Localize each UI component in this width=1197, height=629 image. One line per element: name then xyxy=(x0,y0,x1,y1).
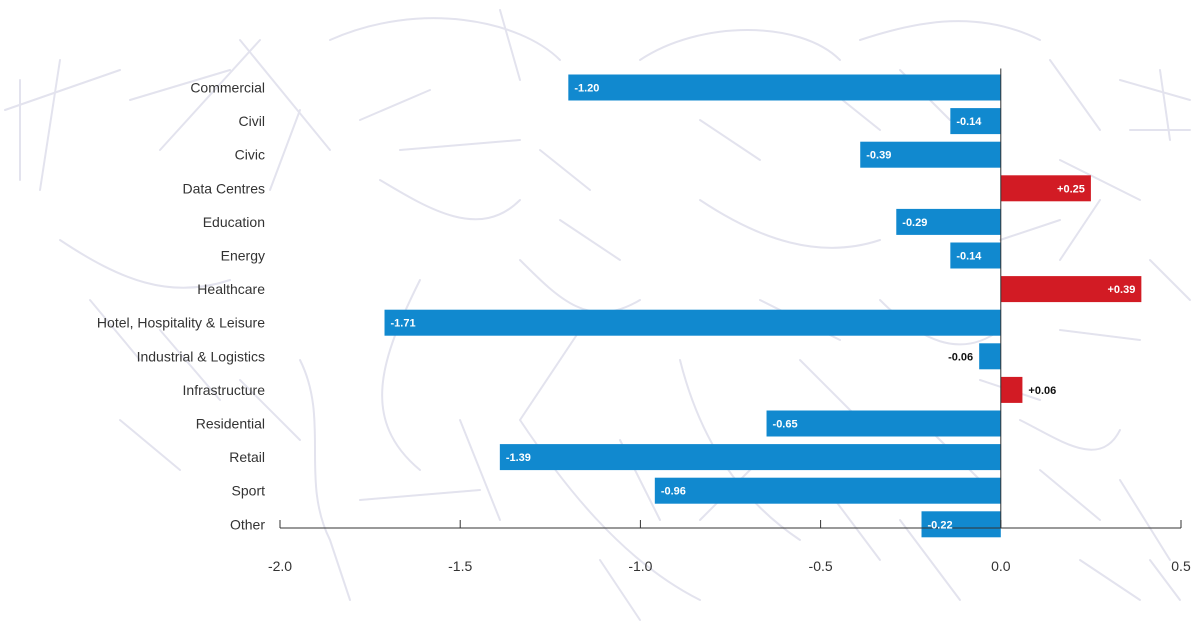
value-label-energy: -0.14 xyxy=(956,251,982,263)
category-label-infrastructure: Infrastructure xyxy=(183,382,266,398)
category-label-sport: Sport xyxy=(232,483,266,499)
category-label-industrial-and-logistics: Industrial & Logistics xyxy=(137,348,265,364)
bar-civic xyxy=(860,141,1001,168)
bars-group xyxy=(384,74,1142,538)
category-label-energy: Energy xyxy=(221,248,265,264)
value-label-education: -0.29 xyxy=(902,217,927,229)
category-label-civic: Civic xyxy=(235,147,265,163)
category-label-retail: Retail xyxy=(229,449,265,465)
bar-civil xyxy=(950,108,1001,135)
category-label-other: Other xyxy=(230,516,265,532)
bar-residential xyxy=(766,410,1001,437)
value-label-data-centres: +0.25 xyxy=(1057,183,1085,195)
bar-healthcare xyxy=(1000,276,1142,303)
category-labels: Commercial Civil Civic Data Centres Educatio… xyxy=(97,80,265,533)
bar-hotel-hospitality-and-leisure xyxy=(384,309,1001,336)
bar-infrastructure xyxy=(1000,376,1023,403)
category-label-commercial: Commercial xyxy=(190,80,265,96)
bar-industrial-and-logistics xyxy=(979,343,1001,370)
value-label-hotel-hospitality-and-leisure: -1.71 xyxy=(391,318,416,330)
x-tick-label: -1.5 xyxy=(448,558,472,574)
value-label-industrial-and-logistics: -0.06 xyxy=(948,351,973,363)
value-label-sport: -0.96 xyxy=(661,486,686,498)
x-tick-label: -1.0 xyxy=(628,558,652,574)
category-label-civil: Civil xyxy=(239,113,265,129)
value-label-healthcare: +0.39 xyxy=(1108,284,1136,296)
value-label-residential: -0.65 xyxy=(773,419,798,431)
value-label-retail: -1.39 xyxy=(506,452,531,464)
category-label-healthcare: Healthcare xyxy=(197,281,265,297)
x-tick-label: 0.5 xyxy=(1171,558,1191,574)
bar-data-centres xyxy=(1000,175,1091,202)
bar-other xyxy=(921,511,1001,538)
category-label-data-centres: Data Centres xyxy=(183,180,265,196)
bar-sport xyxy=(654,477,1001,504)
value-label-infrastructure: +0.06 xyxy=(1028,385,1056,397)
category-label-hotel-hospitality-and-leisure: Hotel, Hospitality & Leisure xyxy=(97,315,265,331)
value-label-civil: -0.14 xyxy=(956,116,982,128)
value-labels: -1.20 -0.14 -0.39 +0.25 -0.29 -0.14 +0.39 -1.71… xyxy=(391,83,1136,532)
x-tick-label: -2.0 xyxy=(268,558,292,574)
x-tick-label: -0.5 xyxy=(809,558,833,574)
value-label-other: -0.22 xyxy=(928,519,953,531)
bar-education xyxy=(896,208,1001,235)
category-label-education: Education xyxy=(203,214,265,230)
value-label-civic: -0.39 xyxy=(866,150,891,162)
value-label-commercial: -1.20 xyxy=(574,83,599,95)
category-label-residential: Residential xyxy=(196,416,265,432)
axes: -2.0 -1.5 -1.0 -0.5 0.0 0.5 xyxy=(268,68,1191,574)
x-tick-label: 0.0 xyxy=(991,558,1011,574)
bar-energy xyxy=(950,242,1001,269)
bar-commercial xyxy=(568,74,1001,101)
bar-retail xyxy=(499,444,1001,471)
